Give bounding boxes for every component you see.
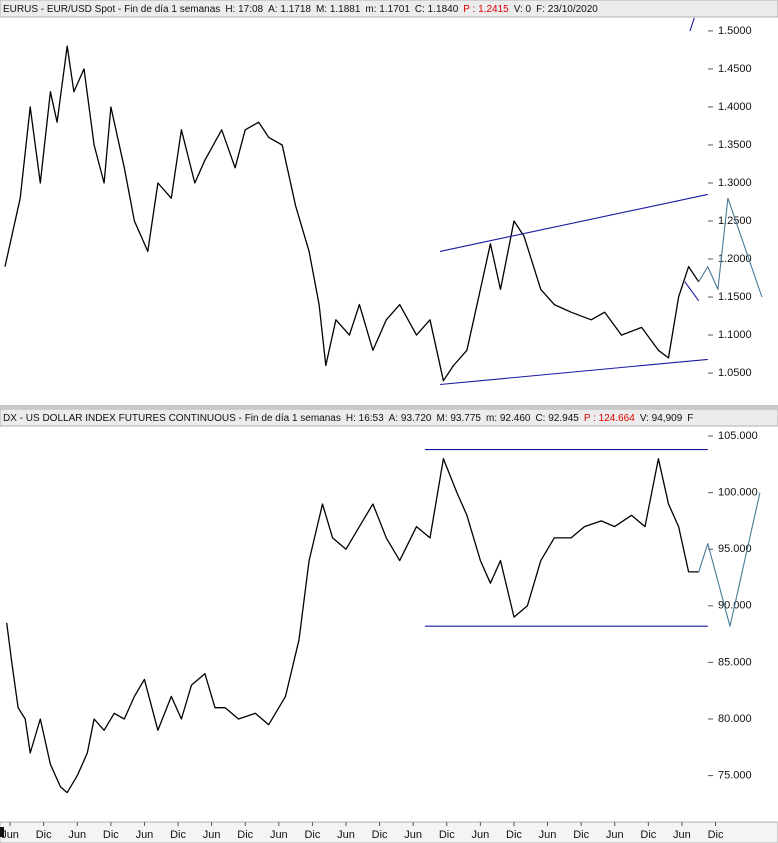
- trend-line: [698, 197, 763, 298]
- panel-separator: [0, 405, 778, 409]
- header-field: P : 124.664: [584, 413, 635, 424]
- x-tick-label: Dic: [506, 829, 522, 841]
- header-field: M: 1.1881: [316, 4, 361, 15]
- x-tick-label: Dic: [36, 829, 52, 841]
- trend-line: [439, 193, 708, 252]
- header-text: EURUS - EUR/USD Spot - Fin de día 1 sema…: [3, 4, 598, 15]
- x-tick-label: Jun: [606, 829, 624, 841]
- x-tick-label: Dic: [103, 829, 119, 841]
- header-field: H: 16:53: [346, 413, 384, 424]
- header-field: H: 17:08: [225, 4, 263, 15]
- header-field: P : 1.2415: [463, 4, 509, 15]
- trend-line: [689, 18, 695, 32]
- x-tick-label: Dic: [573, 829, 589, 841]
- header-field: V: 0: [514, 4, 532, 15]
- y-tick-label: 1.4500: [718, 63, 752, 75]
- x-tick-label: Jun: [270, 829, 288, 841]
- header-field: m: 92.460: [486, 413, 531, 424]
- header-field: F: 23/10/2020: [536, 4, 598, 15]
- x-tick-label: Jun: [404, 829, 422, 841]
- header-field: DX - US DOLLAR INDEX FUTURES CONTINUOUS …: [3, 413, 341, 424]
- header-field: C: 1.1840: [415, 4, 459, 15]
- y-tick-label: 1.5000: [718, 25, 752, 37]
- price-line: [4, 45, 700, 382]
- trend-line: [684, 281, 700, 302]
- x-tick-label: Jun: [673, 829, 691, 841]
- x-tick-label: Dic: [304, 829, 320, 841]
- y-tick-label: 85.000: [718, 656, 752, 668]
- header-field: A: 93.720: [389, 413, 432, 424]
- x-tick-label: Dic: [372, 829, 388, 841]
- x-tick-label: Jun: [136, 829, 154, 841]
- y-tick-label: 75.000: [718, 770, 752, 782]
- header-text: DX - US DOLLAR INDEX FUTURES CONTINUOUS …: [3, 413, 693, 424]
- header-field: M: 93.775: [436, 413, 481, 424]
- header-bar: [0, 0, 778, 18]
- price-line: [6, 458, 699, 794]
- y-tick-label: 1.1000: [718, 329, 752, 341]
- y-tick-label: 1.0500: [718, 367, 752, 379]
- y-tick-label: 1.1500: [718, 291, 752, 303]
- x-axis-strip: [0, 821, 778, 843]
- y-tick-label: 1.3500: [718, 139, 752, 151]
- y-tick-label: 1.2000: [718, 253, 752, 265]
- x-tick-label: Jun: [203, 829, 221, 841]
- x-tick-label: Jun: [337, 829, 355, 841]
- header-field: F: [687, 413, 693, 424]
- x-tick-label: Jun: [68, 829, 86, 841]
- header-field: C: 92.945: [535, 413, 579, 424]
- header-field: V: 94,909: [640, 413, 683, 424]
- header-field: EURUS - EUR/USD Spot - Fin de día 1 sema…: [3, 4, 220, 15]
- y-tick-label: 95.000: [718, 543, 752, 555]
- y-tick-label: 80.000: [718, 713, 752, 725]
- y-tick-label: 1.2500: [718, 215, 752, 227]
- corner-marker: [0, 827, 4, 837]
- y-tick-label: 1.3000: [718, 177, 752, 189]
- y-tick-label: 1.4000: [718, 101, 752, 113]
- header-field: A: 1.1718: [268, 4, 311, 15]
- x-tick-label: Dic: [170, 829, 186, 841]
- trend-line: [440, 358, 708, 386]
- x-tick-label: Jun: [1, 829, 19, 841]
- x-tick-label: Dic: [439, 829, 455, 841]
- trend-line: [698, 492, 761, 627]
- x-tick-label: Jun: [471, 829, 489, 841]
- x-tick-label: Dic: [708, 829, 724, 841]
- header-field: m: 1.1701: [365, 4, 410, 15]
- x-tick-label: Jun: [539, 829, 557, 841]
- y-tick-label: 100.000: [718, 487, 758, 499]
- y-tick-label: 105.000: [718, 430, 758, 442]
- x-tick-label: Dic: [640, 829, 656, 841]
- x-tick-label: Dic: [237, 829, 253, 841]
